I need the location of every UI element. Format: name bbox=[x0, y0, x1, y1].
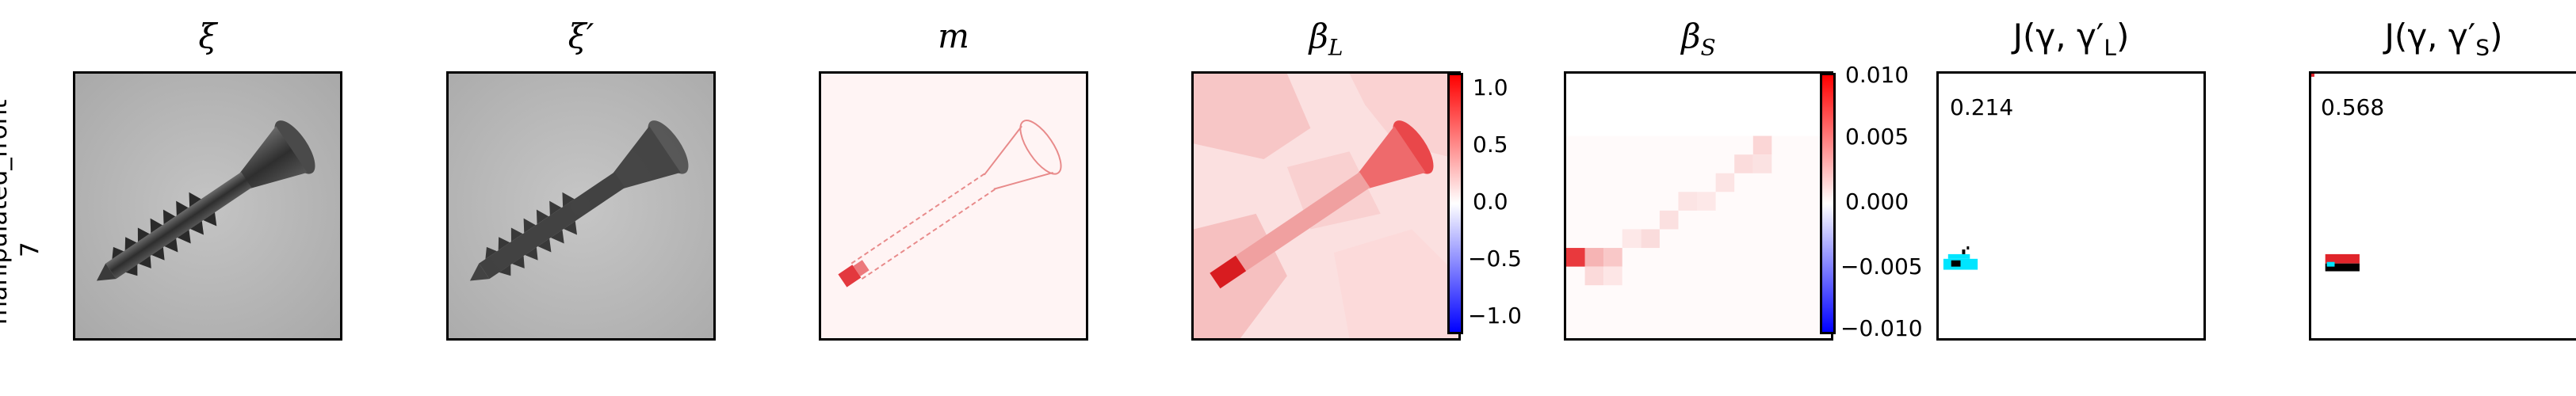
cbar-s-tick-1: 0.010 bbox=[1845, 62, 1909, 88]
title-m: m bbox=[938, 17, 969, 55]
cbar-l-tick-5: −1.0 bbox=[1468, 303, 1522, 329]
panel-jaccard-l: 0.214 bbox=[1936, 71, 2206, 341]
panel-xi-prime-image bbox=[446, 71, 716, 341]
beta-s-heatmap bbox=[1566, 74, 1831, 338]
jaccard-l-value: 0.214 bbox=[1950, 94, 2014, 120]
row-label-line1: manipulated_front bbox=[0, 99, 13, 325]
screw-image bbox=[75, 74, 340, 338]
cbar-l-tick-4: −0.5 bbox=[1468, 246, 1522, 272]
cbar-s-tick-3: 0.000 bbox=[1845, 188, 1909, 215]
cbar-l-tick-2: 0.5 bbox=[1473, 131, 1508, 158]
panel-xi-image bbox=[73, 71, 342, 341]
cbar-l-tick-3: 0.0 bbox=[1473, 188, 1508, 215]
row-label-line2: 7 bbox=[16, 242, 44, 257]
title-xi: ξ bbox=[198, 17, 217, 55]
title-beta-l: βL bbox=[1309, 17, 1343, 61]
title-jaccard-s: J(γ, γ′S) bbox=[2384, 17, 2503, 61]
cbar-s-tick-2: 0.005 bbox=[1845, 124, 1909, 150]
jaccard-s-overlay bbox=[2311, 74, 2576, 338]
title-jaccard-l: J(γ, γ′L) bbox=[2012, 17, 2130, 61]
panel-jaccard-s: 0.568 bbox=[2309, 71, 2576, 341]
panel-beta-s bbox=[1564, 71, 1833, 341]
cbar-s-tick-5: −0.010 bbox=[1840, 315, 1923, 341]
panel-beta-l bbox=[1191, 71, 1461, 341]
jaccard-l-overlay bbox=[1939, 74, 2203, 338]
mask-image bbox=[821, 74, 1086, 338]
colorbar-beta-l bbox=[1447, 73, 1463, 334]
cbar-l-tick-1: 1.0 bbox=[1473, 74, 1508, 101]
panel-m-mask bbox=[819, 71, 1088, 341]
cbar-s-tick-4: −0.005 bbox=[1840, 253, 1923, 280]
colorbar-beta-s bbox=[1820, 73, 1836, 334]
screw-reconstruction bbox=[449, 74, 713, 338]
beta-l-heatmap bbox=[1194, 74, 1458, 338]
jaccard-s-value: 0.568 bbox=[2321, 94, 2385, 120]
title-beta-s: βS bbox=[1681, 17, 1716, 61]
title-xi-prime: ξ′ bbox=[568, 17, 594, 55]
